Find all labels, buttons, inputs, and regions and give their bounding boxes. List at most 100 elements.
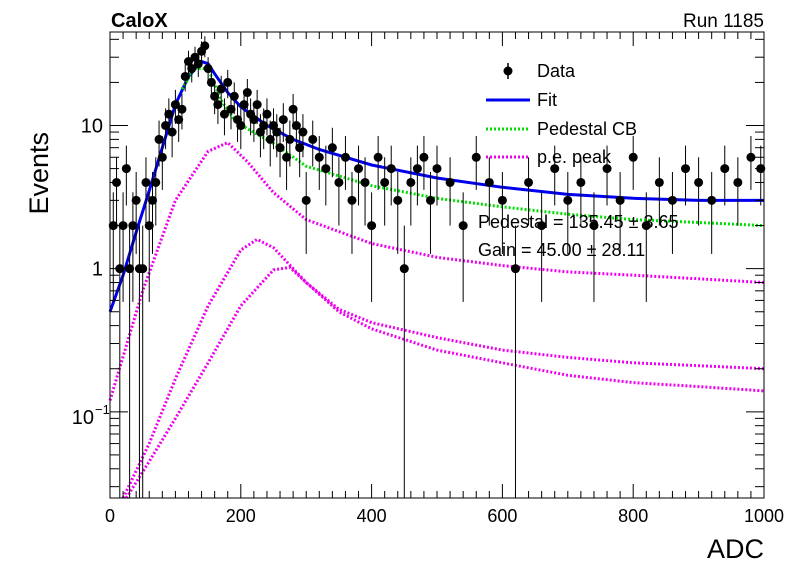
- data-point: [707, 195, 717, 205]
- data-point: [425, 195, 435, 205]
- data-point: [262, 109, 272, 119]
- data-point: [219, 109, 229, 119]
- legend-label-pedestal: Pedestal CB: [537, 119, 637, 139]
- header-left: CaloX: [111, 10, 168, 32]
- data-point: [118, 221, 128, 231]
- data-point: [154, 134, 164, 144]
- data-point: [282, 152, 292, 162]
- data-point: [144, 221, 154, 231]
- legend-label-data: Data: [537, 61, 576, 81]
- data-point: [193, 59, 203, 69]
- data-points: [108, 36, 766, 498]
- data-point: [259, 121, 269, 131]
- x-axis-label: ADC: [707, 534, 764, 564]
- series-p-e-peak-3: [125, 265, 765, 499]
- data-point: [223, 77, 233, 87]
- data-point: [239, 100, 249, 110]
- y-tick-exponent: −1: [95, 402, 110, 417]
- data-point: [252, 100, 262, 110]
- data-point: [628, 152, 638, 162]
- data-point: [654, 177, 664, 187]
- data-point: [354, 164, 364, 174]
- data-point: [138, 264, 148, 274]
- data-point: [174, 115, 184, 125]
- data-point: [733, 177, 743, 187]
- data-point: [347, 195, 357, 205]
- data-point: [537, 221, 547, 231]
- data-point: [206, 77, 216, 87]
- data-point: [128, 221, 138, 231]
- data-point: [641, 221, 651, 231]
- data-point: [576, 177, 586, 187]
- data-point: [406, 177, 416, 187]
- legend: Data Fit Pedestal CB p.e. peak: [486, 61, 637, 167]
- x-tick-label: 400: [357, 506, 387, 526]
- data-point: [249, 115, 259, 125]
- data-point: [285, 134, 295, 144]
- data-point: [380, 177, 390, 187]
- data-point: [278, 115, 288, 125]
- data-point: [367, 221, 377, 231]
- data-point: [524, 177, 534, 187]
- data-point: [419, 152, 429, 162]
- data-point: [360, 177, 370, 187]
- data-point: [161, 121, 171, 131]
- data-point: [275, 143, 285, 153]
- data-point: [180, 71, 190, 81]
- data-point: [563, 195, 573, 205]
- data-point: [308, 134, 318, 144]
- data-point: [203, 64, 213, 74]
- data-point: [602, 164, 612, 174]
- data-point: [550, 164, 560, 174]
- series-layer: [108, 59, 765, 499]
- data-point: [200, 41, 210, 51]
- data-point: [327, 143, 337, 153]
- data-point: [510, 264, 520, 274]
- data-point: [288, 104, 298, 114]
- data-point: [399, 264, 409, 274]
- plot-frame: [109, 31, 765, 499]
- y-tick-label: 10: [81, 116, 103, 138]
- data-point: [148, 195, 158, 205]
- data-point: [471, 152, 481, 162]
- data-point: [265, 134, 275, 144]
- x-tick-label: 200: [226, 506, 256, 526]
- data-point: [314, 152, 324, 162]
- legend-label-fit: Fit: [537, 90, 557, 110]
- data-point: [236, 121, 246, 131]
- data-point: [484, 177, 494, 187]
- data-point: [298, 127, 308, 137]
- data-point: [272, 127, 282, 137]
- data-point: [393, 195, 403, 205]
- data-point: [373, 152, 383, 162]
- data-point: [121, 164, 131, 174]
- data-point: [681, 164, 691, 174]
- header-right: Run 1185: [683, 11, 764, 32]
- data-point: [340, 152, 350, 162]
- x-tick-label: 1000: [744, 506, 784, 526]
- data-point: [432, 164, 442, 174]
- data-point: [213, 100, 223, 110]
- gain-annotation: Gain = 45.00 ± 28.11: [478, 240, 645, 260]
- data-point: [615, 195, 625, 205]
- pedestal-annotation: Pedestal = 135.45 ± 3.65: [478, 212, 679, 232]
- data-point: [445, 177, 455, 187]
- data-point: [497, 195, 507, 205]
- data-point: [229, 91, 239, 101]
- data-point: [694, 177, 704, 187]
- data-point: [177, 104, 187, 114]
- data-point: [210, 91, 220, 101]
- data-point: [170, 100, 180, 110]
- data-point: [334, 177, 344, 187]
- data-point: [167, 127, 177, 137]
- data-point: [164, 109, 174, 119]
- data-point: [141, 177, 151, 187]
- data-point: [386, 164, 396, 174]
- y-tick-label: 10: [72, 407, 94, 429]
- data-point: [242, 88, 252, 98]
- data-point: [589, 221, 599, 231]
- y-tick-label: 1: [92, 259, 103, 281]
- data-point: [301, 195, 311, 205]
